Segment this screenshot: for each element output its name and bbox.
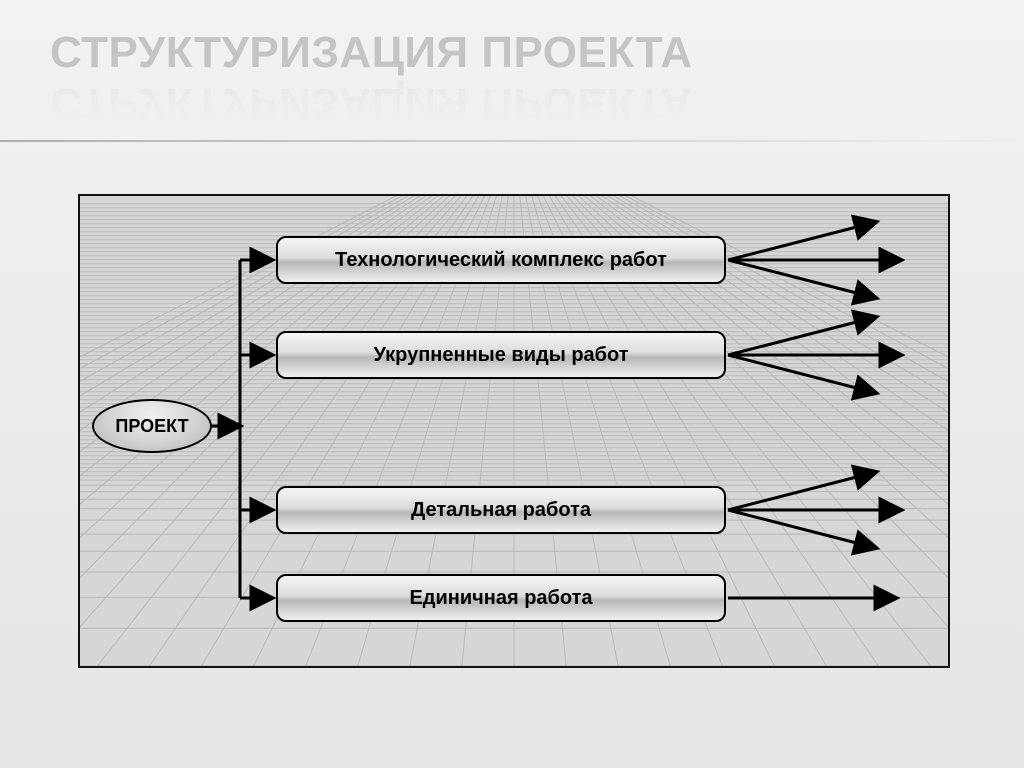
diagram-panel: ПРОЕКТ Технологический комплекс работ Ук… [78,194,950,668]
root-node-project: ПРОЕКТ [92,399,212,453]
bar-enlarged-types: Укрупненные виды работ [276,331,726,379]
slide-root: СТРУКТУРИЗАЦИЯ ПРОЕКТА СТРУКТУРИЗАЦИЯ ПР… [0,0,1024,768]
bar-single-work: Единичная работа [276,574,726,622]
bar-label: Единичная работа [409,587,592,610]
bar-technological-complex: Технологический комплекс работ [276,236,726,284]
title-wrap: СТРУКТУРИЗАЦИЯ ПРОЕКТА СТРУКТУРИЗАЦИЯ ПР… [50,28,693,78]
slide-title-reflection: СТРУКТУРИЗАЦИЯ ПРОЕКТА [50,78,693,128]
bar-detailed-work: Детальная работа [276,486,726,534]
slide-title: СТРУКТУРИЗАЦИЯ ПРОЕКТА [50,28,693,78]
title-underline [0,140,1024,142]
root-node-label: ПРОЕКТ [115,416,188,437]
bar-label: Укрупненные виды работ [373,344,628,367]
bar-label: Технологический комплекс работ [335,249,667,272]
bar-label: Детальная работа [411,499,591,522]
